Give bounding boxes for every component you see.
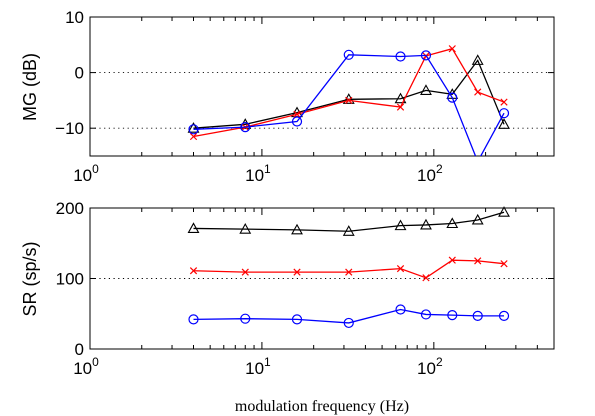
mg-ytick-label-1: 0: [75, 64, 84, 83]
mg-gridlines: [90, 72, 554, 129]
mg-series-2-point-5: [420, 50, 432, 61]
mg-series-0-point-0: [187, 122, 200, 133]
sr-axes-box: [89, 207, 555, 350]
mg-series-1-point-8: [500, 98, 508, 106]
sr-series-2-line: [193, 308, 505, 324]
sr-series-2-point-6: [447, 310, 458, 321]
sr-series-2-point-4: [395, 304, 406, 315]
sr-series-2-point-8: [498, 310, 510, 321]
sr-series-1: [189, 256, 508, 282]
sr-series-0-point-4: [394, 219, 407, 231]
mg-series-2-point-8: [498, 108, 510, 119]
x-axis-label: modulation frequency (Hz): [235, 398, 409, 415]
mg-ytick-label-2: 10: [65, 8, 84, 27]
mg-x-tick-labels: 100 101 102: [73, 162, 443, 185]
sr-series-0-point-0: [187, 222, 200, 233]
mg-series: [187, 45, 510, 156]
sr-series-1-point-6: [448, 256, 456, 264]
mg-chart: −10 0 10 100 101 102 MG (dB): [20, 8, 555, 185]
sr-series-1-point-0: [189, 267, 198, 275]
mg-series-0-point-8: [498, 118, 510, 129]
sr-series-0-point-5: [420, 218, 432, 230]
mg-series-1-point-2: [293, 110, 301, 118]
mg-series-2-point-0: [188, 124, 199, 135]
mg-series-2-point-1: [240, 121, 251, 133]
sr-series-0-line: [193, 211, 505, 232]
sr-ytick-label-1: 100: [56, 270, 84, 289]
mg-series-1-point-3: [345, 96, 353, 105]
mg-xtick-label-0: 100: [73, 162, 99, 185]
sr-series-0-point-2: [291, 223, 303, 235]
sr-series-0: [187, 206, 510, 236]
sr-xtick-label-0: 100: [73, 355, 99, 378]
mg-series-1-line: [193, 47, 505, 138]
mg-series-2-point-3: [343, 49, 354, 60]
sr-series-1-point-8: [500, 260, 508, 268]
sr-xtick-label-1: 101: [245, 355, 271, 378]
sr-series-1-point-1: [241, 268, 249, 276]
sr-x-tick-labels: 100 101 102: [73, 355, 443, 378]
mg-series-2: [188, 49, 510, 156]
sr-ticks: [89, 207, 555, 350]
mg-series-1-point-7: [474, 88, 482, 96]
mg-ticks: [89, 16, 555, 156]
sr-series-1-point-5: [422, 274, 430, 282]
mg-series-0-point-4: [394, 92, 407, 104]
sr-series-2-point-3: [343, 317, 354, 329]
sr-series-0-point-7: [471, 213, 484, 225]
mg-y-tick-labels: −10 0 10: [55, 8, 84, 138]
sr-series-2: [188, 304, 510, 329]
mg-axes-box: [89, 16, 555, 157]
mg-series-1-point-0: [189, 132, 198, 141]
sr-series-1-point-3: [345, 268, 353, 276]
mg-series-2-point-4: [395, 51, 406, 62]
sr-series-0-point-1: [239, 223, 252, 234]
sr-series-0-point-8: [498, 206, 510, 217]
mg-ytick-label-0: −10: [55, 119, 84, 138]
mg-series-2-point-6: [447, 92, 458, 103]
mg-series-1-point-4: [396, 103, 405, 111]
sr-series-2-point-2: [291, 314, 303, 325]
mg-xtick-label-1: 101: [245, 162, 271, 185]
sr-y-tick-labels: 0 100 200: [56, 199, 84, 359]
mg-series-2-point-2: [291, 116, 303, 127]
sr-series-1-point-7: [474, 257, 482, 265]
mg-series-0-line: [193, 59, 505, 129]
mg-xtick-label-2: 102: [417, 162, 443, 185]
sr-series: [187, 206, 510, 329]
sr-y-axis-label: SR (sp/s): [20, 241, 40, 316]
sr-series-0-point-6: [446, 217, 459, 229]
mg-y-axis-label: MG (dB): [20, 53, 40, 121]
sr-ytick-label-0: 0: [75, 340, 84, 359]
sr-series-0-point-3: [342, 225, 355, 236]
sr-xtick-label-2: 102: [417, 355, 443, 378]
sr-series-2-point-7: [472, 310, 483, 321]
sr-series-1-line: [193, 259, 505, 279]
sr-series-1-point-2: [293, 268, 301, 276]
sr-ytick-label-2: 200: [56, 199, 84, 218]
mg-series-1-point-6: [448, 45, 456, 53]
sr-series-2-point-5: [420, 309, 432, 320]
sr-series-1-point-4: [396, 265, 405, 273]
mg-series-0-point-5: [420, 84, 432, 95]
mg-series-0-point-3: [342, 93, 355, 104]
sr-series-2-point-0: [188, 314, 199, 325]
mg-series-2-line: [193, 54, 505, 156]
mg-series-0-point-7: [471, 54, 484, 65]
sr-series-2-point-1: [240, 313, 251, 324]
